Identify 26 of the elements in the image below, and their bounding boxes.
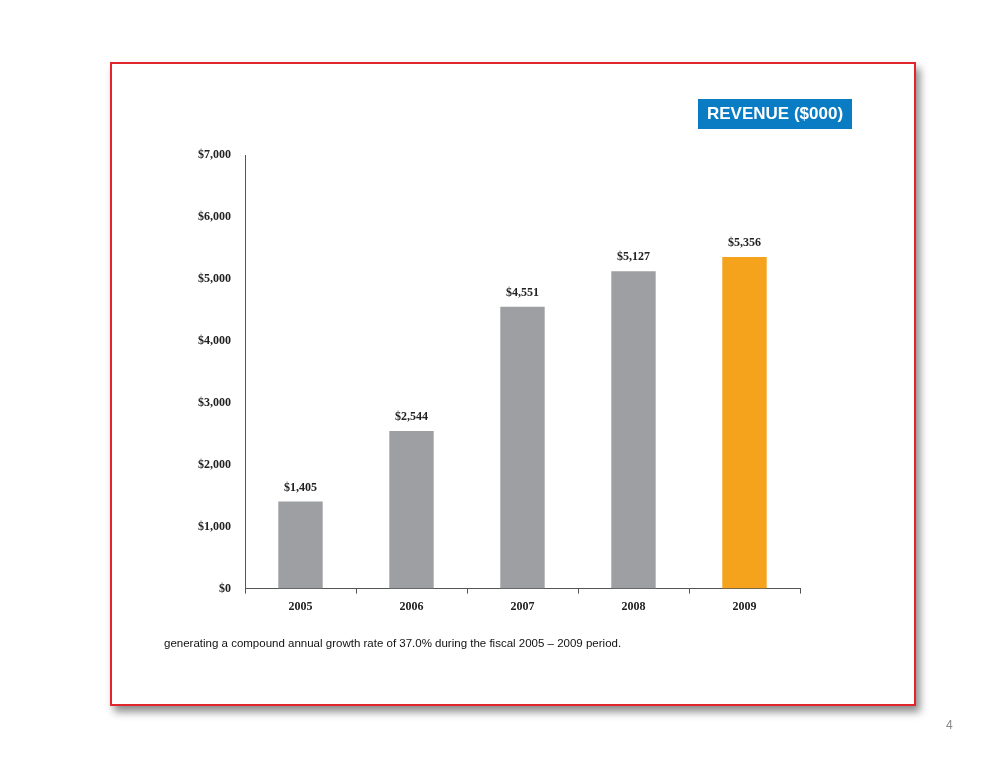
data-label: $5,127 xyxy=(617,249,650,264)
text: generating a compound annual growth rate of 37.0% during the fiscal 2005 – 2009 period. xyxy=(164,637,623,650)
y-tick-label: $0 xyxy=(219,580,231,595)
text: 4 xyxy=(946,718,953,732)
y-tick-label: $5,000 xyxy=(198,271,231,286)
x-tick-label: 2005 xyxy=(288,598,313,613)
data-label: $5,356 xyxy=(728,235,761,250)
x-tick-label: 2006 xyxy=(399,598,424,613)
y-tick-label: $4,000 xyxy=(198,333,231,348)
x-tick-label: 2008 xyxy=(621,598,646,613)
x-tick-label: 2009 xyxy=(732,598,757,613)
y-tick-label: $6,000 xyxy=(198,209,231,224)
data-label: $1,405 xyxy=(284,479,317,494)
chart-title: REVENUE ($000) xyxy=(698,99,853,129)
y-tick-label: $1,000 xyxy=(198,518,231,533)
y-tick-label: $7,000 xyxy=(198,147,231,162)
data-label: $4,551 xyxy=(506,284,539,299)
bar xyxy=(611,271,656,589)
bar xyxy=(722,256,767,589)
y-tick-label: $3,000 xyxy=(198,394,231,409)
bar xyxy=(500,306,545,589)
y-tick-label: $2,000 xyxy=(198,456,231,471)
bar xyxy=(389,431,434,589)
x-tick-label: 2007 xyxy=(510,598,535,613)
bar xyxy=(278,501,323,589)
data-label: $2,544 xyxy=(395,409,428,424)
